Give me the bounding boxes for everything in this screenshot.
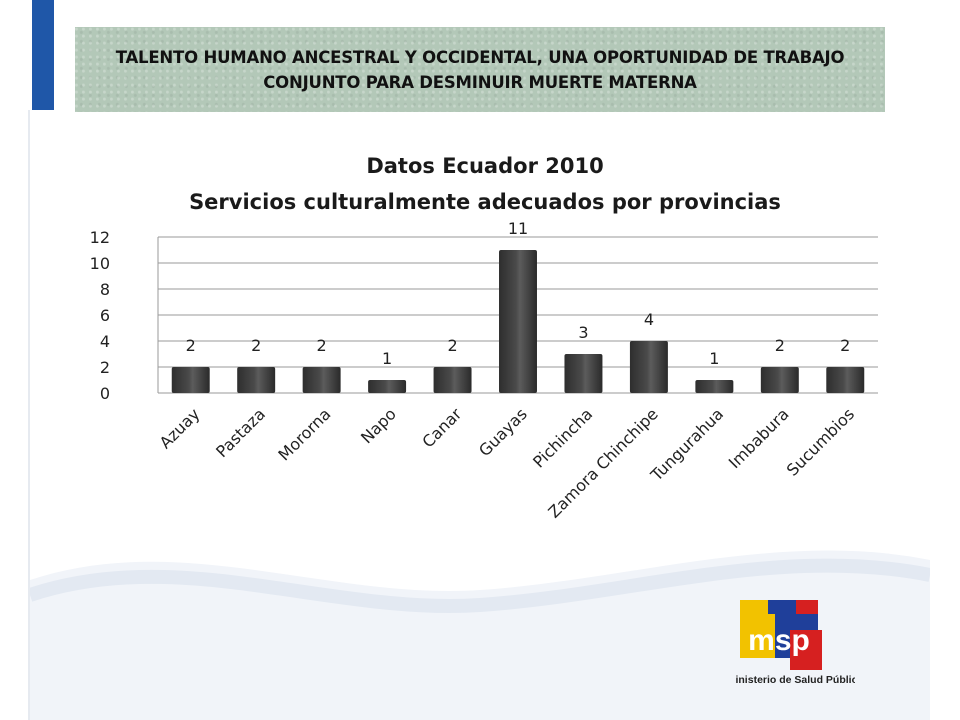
y-tick-label: 2 bbox=[100, 358, 110, 377]
data-label: 2 bbox=[251, 336, 261, 355]
bar bbox=[826, 367, 865, 393]
data-label: 2 bbox=[447, 336, 457, 355]
data-label: 2 bbox=[840, 336, 850, 355]
left-accent-bar bbox=[32, 0, 54, 110]
x-tick-label: Sucumbios bbox=[783, 404, 858, 479]
data-label: 2 bbox=[775, 336, 785, 355]
bar bbox=[760, 367, 799, 393]
y-tick-label: 10 bbox=[90, 254, 110, 273]
y-tick-label: 0 bbox=[100, 384, 110, 403]
logo-mark-text: msp bbox=[748, 624, 810, 657]
data-label: 11 bbox=[508, 219, 528, 238]
bar bbox=[368, 380, 407, 393]
bar bbox=[237, 367, 276, 393]
chart-title: Datos Ecuador 2010 bbox=[366, 154, 604, 178]
background-wave bbox=[30, 550, 930, 720]
data-label: 1 bbox=[709, 349, 719, 368]
left-divider-line bbox=[28, 110, 30, 720]
x-tick-label: Pastaza bbox=[212, 404, 269, 461]
y-tick-label: 6 bbox=[100, 306, 110, 325]
x-tick-label: Mororna bbox=[274, 404, 334, 464]
logo-red-main bbox=[790, 630, 822, 670]
data-label: 1 bbox=[382, 349, 392, 368]
chart-subtitle: Servicios culturalmente adecuados por pr… bbox=[189, 190, 781, 214]
bar bbox=[171, 367, 210, 393]
x-tick-label: Imbabura bbox=[725, 404, 793, 472]
x-tick-label: Zamora Chinchipe bbox=[544, 404, 661, 521]
x-tick-label: Azuay bbox=[156, 404, 204, 452]
header-title: TALENTO HUMANO ANCESTRAL Y OCCIDENTAL, U… bbox=[115, 47, 845, 92]
data-label: 2 bbox=[186, 336, 196, 355]
msp-logo: msp Ministerio de Salud Pública bbox=[735, 600, 855, 686]
y-tick-label: 4 bbox=[100, 332, 110, 351]
x-tick-label: Canar bbox=[418, 404, 465, 451]
logo-red-block bbox=[796, 600, 818, 614]
y-tick-label: 12 bbox=[90, 228, 110, 247]
bar bbox=[433, 367, 472, 393]
bar bbox=[302, 367, 341, 393]
logo-caption: Ministerio de Salud Pública bbox=[735, 674, 855, 686]
y-tick-label: 8 bbox=[100, 280, 110, 299]
logo-blue-block bbox=[768, 600, 796, 614]
data-label: 3 bbox=[578, 323, 588, 342]
data-label: 2 bbox=[317, 336, 327, 355]
chart-title-block: Datos Ecuador 2010 Servicios culturalmen… bbox=[90, 148, 880, 220]
bar bbox=[564, 354, 603, 393]
bar bbox=[629, 341, 668, 393]
bar bbox=[695, 380, 734, 393]
logo-yellow-block bbox=[740, 600, 768, 614]
bar bbox=[499, 250, 537, 393]
data-label: 4 bbox=[644, 310, 654, 329]
x-tick-label: Pichincha bbox=[529, 404, 596, 471]
x-tick-label: Guayas bbox=[475, 404, 531, 460]
header-banner: TALENTO HUMANO ANCESTRAL Y OCCIDENTAL, U… bbox=[75, 27, 885, 112]
x-tick-label: Napo bbox=[357, 404, 400, 447]
